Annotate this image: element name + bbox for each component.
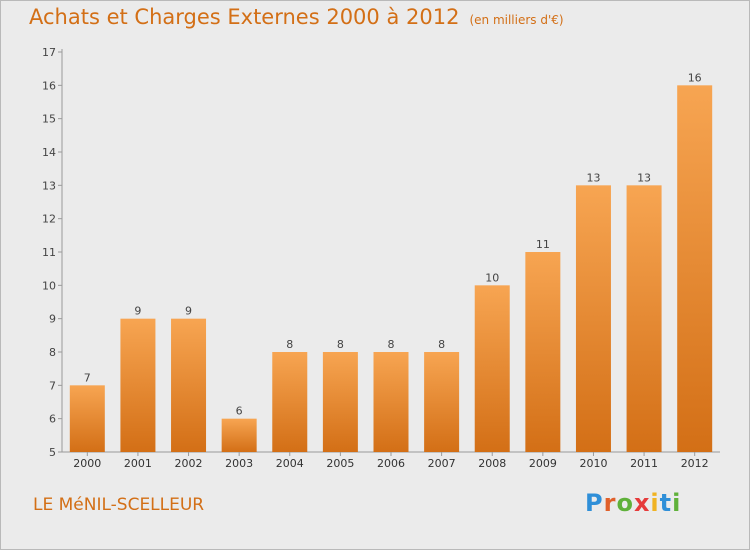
- x-tick-label: 2004: [276, 457, 304, 470]
- bar: [272, 352, 308, 452]
- y-tick-label: 12: [42, 213, 56, 226]
- bar: [677, 85, 713, 452]
- commune-name: LE MéNIL-SCELLEUR: [33, 495, 205, 515]
- bar: [120, 318, 156, 452]
- x-tick-label: 2012: [681, 457, 709, 470]
- bar: [322, 352, 358, 452]
- y-tick-label: 14: [42, 146, 56, 159]
- y-tick-label: 15: [42, 113, 56, 126]
- x-tick-label: 2002: [175, 457, 203, 470]
- y-tick-label: 17: [42, 46, 56, 59]
- bar-value-label: 8: [388, 338, 395, 351]
- x-tick-label: 2001: [124, 457, 152, 470]
- y-tick-label: 6: [49, 413, 56, 426]
- y-tick-label: 7: [49, 379, 56, 392]
- x-tick-label: 2000: [73, 457, 101, 470]
- bar: [575, 185, 611, 453]
- brand-letter: P: [585, 489, 604, 517]
- subtitle-text: (en milliers d'€): [469, 13, 564, 27]
- bar: [373, 352, 409, 452]
- brand-letter: t: [659, 489, 673, 517]
- bar-value-label: 8: [286, 338, 293, 351]
- bar-value-label: 11: [536, 238, 550, 251]
- x-tick-label: 2005: [326, 457, 354, 470]
- bar-value-label: 9: [134, 305, 141, 318]
- x-tick-label: 2007: [428, 457, 456, 470]
- chart-title: Achats et Charges Externes 2000 à 2012 (e…: [29, 5, 564, 29]
- bar: [69, 385, 105, 452]
- x-tick-label: 2006: [377, 457, 405, 470]
- x-tick-label: 2008: [478, 457, 506, 470]
- y-tick-label: 13: [42, 179, 56, 192]
- brand-letter: i: [650, 489, 660, 517]
- y-tick-label: 11: [42, 246, 56, 259]
- brand-letter: x: [633, 489, 651, 517]
- bar-value-label: 6: [236, 405, 243, 418]
- y-tick-label: 5: [49, 446, 56, 459]
- y-tick-label: 16: [42, 79, 56, 92]
- bar-value-label: 13: [637, 171, 651, 184]
- bar-value-label: 8: [438, 338, 445, 351]
- bar-value-label: 13: [586, 171, 600, 184]
- bar: [626, 185, 662, 453]
- x-tick-label: 2003: [225, 457, 253, 470]
- bar-value-label: 9: [185, 305, 192, 318]
- bar: [474, 285, 510, 452]
- brand-letter: i: [672, 489, 682, 517]
- bar: [424, 352, 460, 452]
- brand-letter: o: [616, 489, 634, 517]
- bar: [171, 318, 207, 452]
- bar-value-label: 8: [337, 338, 344, 351]
- bar-value-label: 10: [485, 271, 499, 284]
- y-tick-label: 9: [49, 313, 56, 326]
- bar: [525, 252, 561, 452]
- brand-logo: Proxiti: [585, 489, 681, 517]
- bar-value-label: 7: [84, 371, 91, 384]
- bar-value-label: 16: [688, 71, 702, 84]
- x-tick-label: 2011: [630, 457, 658, 470]
- y-tick-label: 8: [49, 346, 56, 359]
- x-tick-label: 2009: [529, 457, 557, 470]
- title-text: Achats et Charges Externes 2000 à 2012: [29, 5, 460, 29]
- bar: [221, 418, 257, 452]
- brand-letter: r: [603, 489, 617, 517]
- y-tick-label: 10: [42, 279, 56, 292]
- x-tick-label: 2010: [579, 457, 607, 470]
